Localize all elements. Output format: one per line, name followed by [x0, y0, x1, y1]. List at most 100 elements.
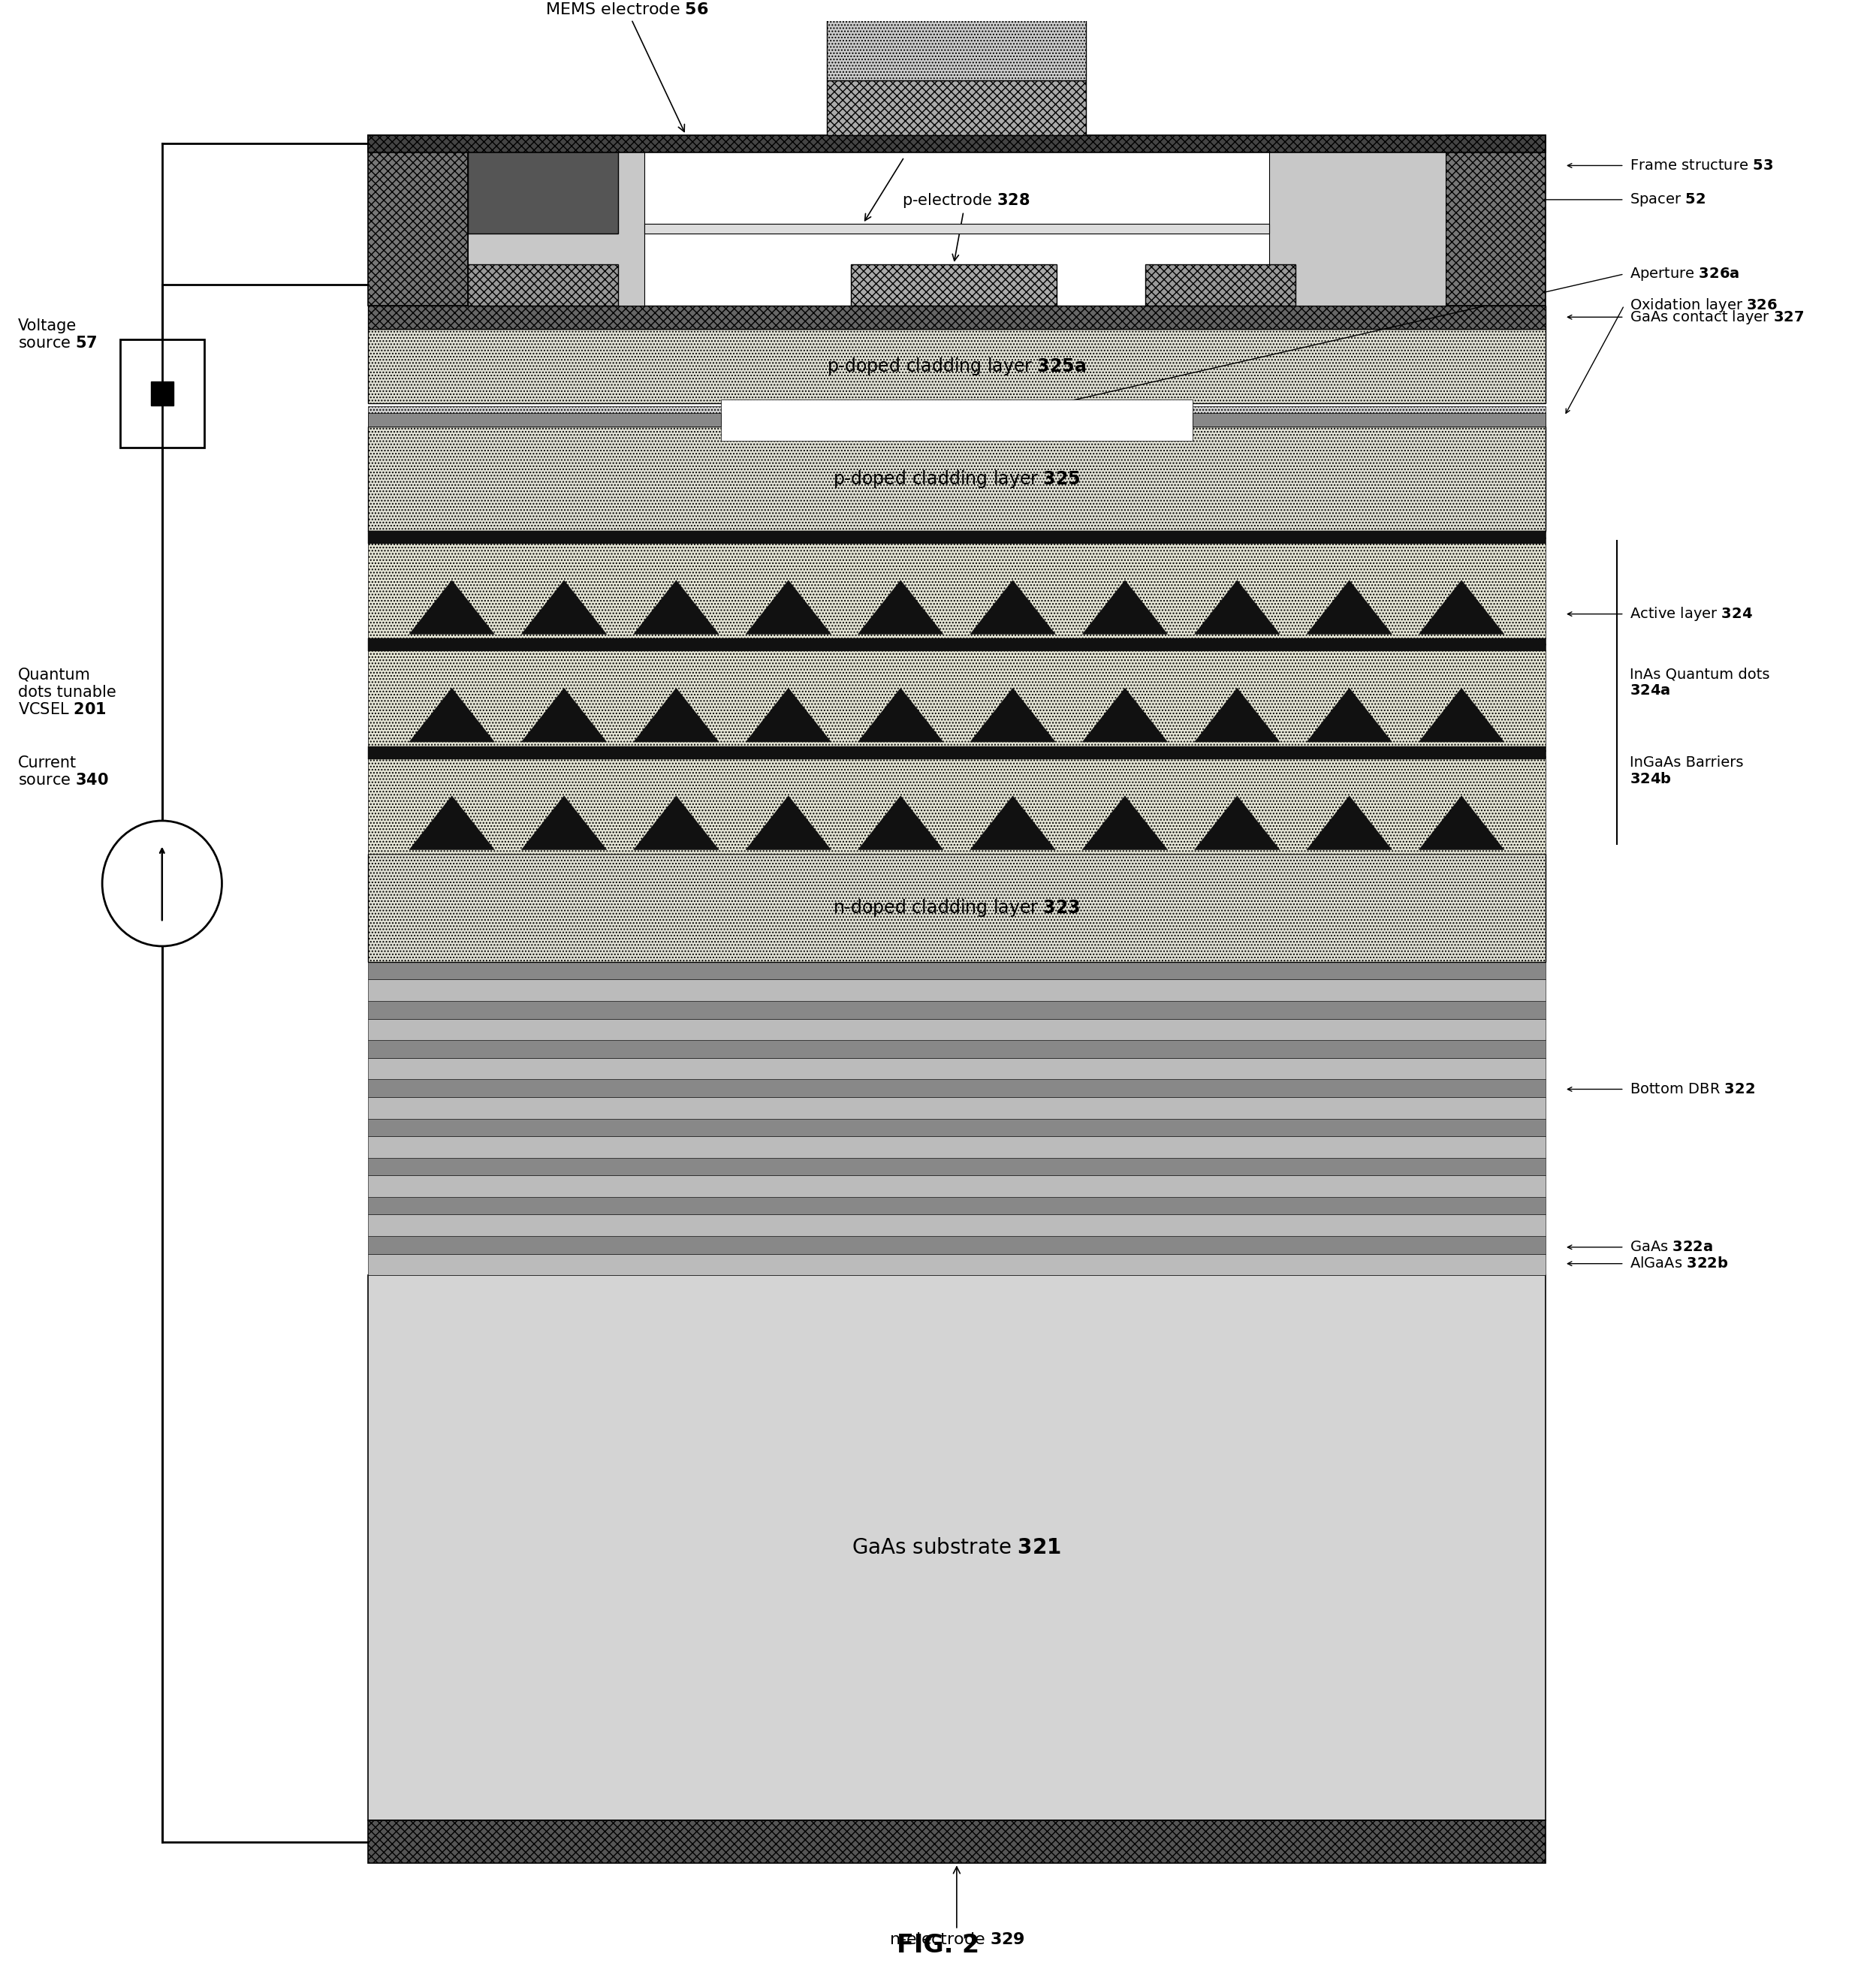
Bar	[368, 1119, 1546, 1137]
Text: GaAs substrate $\bf{321}$: GaAs substrate $\bf{321}$	[852, 1538, 1062, 1557]
Bar	[368, 1097, 1546, 1119]
Bar	[368, 427, 1546, 530]
Bar	[368, 135, 467, 306]
Text: Oxidation layer $\bf{326}$: Oxidation layer $\bf{326}$	[1630, 298, 1778, 313]
Bar	[368, 962, 1546, 980]
Bar	[368, 1079, 1546, 1097]
Polygon shape	[1418, 796, 1505, 849]
Bar	[368, 1137, 1546, 1159]
Bar	[368, 1819, 1546, 1863]
Bar	[1144, 264, 1294, 306]
Bar	[368, 1196, 1546, 1214]
Polygon shape	[1195, 796, 1279, 849]
Bar	[1268, 135, 1446, 306]
Text: AR coating $\bf{51}$: AR coating $\bf{51}$	[428, 137, 540, 220]
Text: Frame structure $\bf{53}$: Frame structure $\bf{53}$	[1630, 159, 1773, 173]
Bar	[368, 1276, 1546, 1819]
Polygon shape	[634, 688, 719, 742]
Bar	[368, 1214, 1546, 1236]
Circle shape	[101, 821, 221, 946]
Bar	[368, 413, 720, 427]
Polygon shape	[857, 688, 944, 742]
Text: Membrane $\bf{54}$: Membrane $\bf{54}$	[854, 141, 966, 220]
Polygon shape	[409, 579, 495, 635]
Text: p-doped cladding layer $\bf{325a}$: p-doped cladding layer $\bf{325a}$	[827, 355, 1086, 377]
Polygon shape	[1308, 688, 1392, 742]
Bar	[368, 639, 1546, 651]
Text: AlGaAs $\bf{322b}$: AlGaAs $\bf{322b}$	[1630, 1256, 1728, 1272]
Polygon shape	[1082, 579, 1167, 635]
Polygon shape	[970, 579, 1056, 635]
Text: InAs Quantum dots
$\bf{324a}$: InAs Quantum dots $\bf{324a}$	[1630, 667, 1769, 698]
Bar	[368, 980, 1546, 1002]
Polygon shape	[1082, 796, 1167, 849]
Bar	[850, 264, 1056, 306]
Bar	[467, 264, 617, 306]
Bar	[368, 746, 1546, 760]
Bar	[720, 399, 1193, 440]
Bar	[120, 339, 204, 448]
Bar	[368, 1175, 1546, 1196]
Polygon shape	[1195, 688, 1279, 742]
Text: p-electrode $\bf{328}$: p-electrode $\bf{328}$	[902, 190, 1030, 260]
Bar	[368, 530, 1546, 639]
Bar	[150, 381, 173, 405]
Polygon shape	[522, 688, 606, 742]
Polygon shape	[1308, 796, 1392, 849]
Polygon shape	[1418, 579, 1505, 635]
Bar	[827, 6, 1086, 79]
Text: GaAs contact layer $\bf{327}$: GaAs contact layer $\bf{327}$	[1630, 308, 1805, 325]
Bar	[368, 746, 1546, 853]
Bar	[368, 1018, 1546, 1040]
Bar	[368, 135, 1546, 153]
Bar	[467, 135, 617, 234]
Text: MEMS electrode $\bf{56}$: MEMS electrode $\bf{56}$	[546, 2, 709, 131]
Bar	[467, 135, 645, 306]
Polygon shape	[634, 579, 719, 635]
Polygon shape	[634, 796, 719, 849]
Polygon shape	[970, 796, 1056, 849]
Bar	[368, 306, 1546, 329]
Text: Current
source $\bf{340}$: Current source $\bf{340}$	[19, 756, 109, 788]
Text: FIG. 2: FIG. 2	[897, 1932, 979, 1958]
Bar	[368, 329, 1546, 403]
Text: Quantum
dots tunable
VCSEL $\bf{201}$: Quantum dots tunable VCSEL $\bf{201}$	[19, 667, 116, 718]
Polygon shape	[857, 579, 944, 635]
Text: Aperture $\bf{326a}$: Aperture $\bf{326a}$	[1630, 266, 1739, 282]
Polygon shape	[1195, 579, 1279, 635]
Bar	[368, 407, 1546, 427]
Bar	[1193, 413, 1546, 427]
Bar	[368, 639, 1546, 746]
Polygon shape	[747, 796, 831, 849]
Polygon shape	[857, 796, 944, 849]
Polygon shape	[409, 688, 495, 742]
Text: p-doped cladding layer $\bf{325}$: p-doped cladding layer $\bf{325}$	[833, 468, 1081, 490]
Bar	[368, 530, 1546, 544]
Bar	[368, 1254, 1546, 1276]
Polygon shape	[1308, 579, 1392, 635]
Polygon shape	[970, 688, 1056, 742]
Text: Active layer $\bf{324}$: Active layer $\bf{324}$	[1630, 605, 1752, 623]
Bar	[368, 853, 1546, 962]
Text: InGaAs Barriers
$\bf{324b}$: InGaAs Barriers $\bf{324b}$	[1630, 756, 1743, 786]
Polygon shape	[1418, 688, 1505, 742]
Text: Voltage
source $\bf{57}$: Voltage source $\bf{57}$	[19, 319, 98, 351]
Bar	[368, 1159, 1546, 1175]
Bar	[1446, 135, 1546, 306]
Polygon shape	[409, 796, 495, 849]
Polygon shape	[522, 579, 606, 635]
Polygon shape	[522, 796, 606, 849]
Bar	[645, 224, 1268, 234]
Polygon shape	[1082, 688, 1167, 742]
Bar	[827, 79, 1086, 135]
Polygon shape	[747, 579, 831, 635]
Bar	[368, 1236, 1546, 1254]
Text: Spacer $\bf{52}$: Spacer $\bf{52}$	[1630, 190, 1705, 208]
Bar	[368, 1040, 1546, 1057]
Text: GaAs $\bf{322a}$: GaAs $\bf{322a}$	[1630, 1240, 1713, 1254]
Text: n-electrode $\bf{329}$: n-electrode $\bf{329}$	[889, 1867, 1024, 1946]
Bar	[368, 1057, 1546, 1079]
Polygon shape	[747, 688, 831, 742]
Text: n-doped cladding layer $\bf{323}$: n-doped cladding layer $\bf{323}$	[833, 897, 1081, 919]
Bar	[368, 1002, 1546, 1018]
